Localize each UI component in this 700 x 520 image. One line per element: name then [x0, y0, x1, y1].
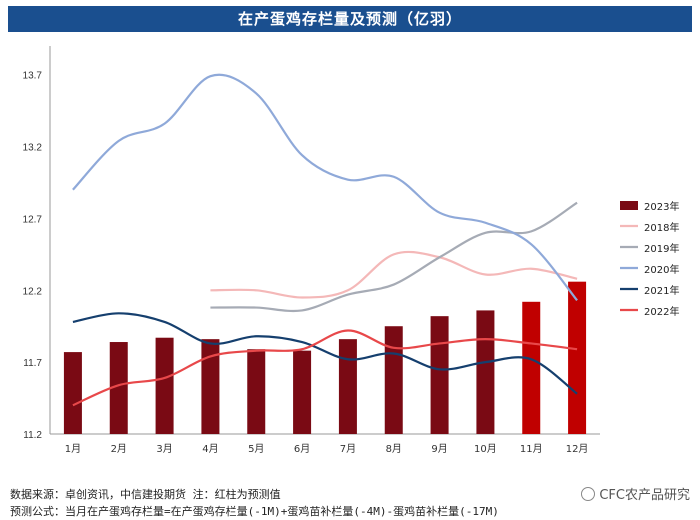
x-tick-label: 5月	[248, 443, 264, 455]
y-tick-label: 13.7	[23, 71, 43, 82]
bar-2023	[247, 349, 266, 434]
bar-2023	[338, 339, 357, 434]
legend-swatch-2023	[620, 201, 638, 210]
bar-series-2023	[63, 281, 587, 434]
legend: 2023年 2018年 2019年 2020年 2021年 2022年	[620, 200, 679, 318]
line-series	[72, 73, 578, 407]
bar-2023	[476, 310, 495, 434]
bar-2023	[109, 342, 128, 434]
bar-2023	[293, 350, 312, 434]
x-tick-label: 12月	[566, 443, 589, 455]
x-axis-labels: 1月 2月 3月 4月 5月 6月 7月 8月 9月 10月 11月 12月	[65, 443, 589, 455]
y-tick-label: 11.7	[23, 358, 42, 369]
x-tick-label: 7月	[340, 443, 356, 455]
series-line-2019年	[210, 201, 578, 313]
legend-label: 2022年	[644, 305, 679, 318]
series-line-2022年	[72, 329, 578, 407]
bar-2023	[522, 301, 541, 434]
formula-note: 预测公式：当月在产蛋鸡存栏量=在产蛋鸡存栏量(-1M)+蛋鸡苗补栏量(-4M)-…	[10, 505, 499, 518]
watermark-text: CFC农产品研究	[599, 488, 690, 503]
bar-2023	[63, 352, 82, 434]
legend-label: 2019年	[644, 242, 679, 255]
x-tick-label: 11月	[520, 443, 543, 455]
watermark: CFC农产品研究	[581, 484, 690, 503]
y-tick-label: 12.7	[23, 214, 43, 225]
series-line-2021年	[72, 312, 578, 395]
y-tick-label: 13.2	[23, 143, 43, 154]
x-tick-label: 9月	[431, 443, 447, 455]
bar-2023	[430, 316, 449, 434]
legend-label: 2023年	[644, 200, 679, 213]
bar-2023	[568, 281, 587, 434]
x-tick-label: 3月	[156, 443, 172, 455]
x-tick-label: 6月	[294, 443, 310, 455]
x-tick-label: 8月	[386, 443, 402, 455]
legend-label: 2018年	[644, 221, 679, 234]
y-tick-label: 11.2	[23, 430, 42, 441]
y-tick-label: 12.2	[23, 286, 43, 297]
x-tick-label: 1月	[65, 443, 81, 455]
bar-2023	[201, 339, 220, 434]
legend-label: 2020年	[644, 263, 679, 276]
x-tick-label: 10月	[474, 443, 497, 455]
x-tick-label: 4月	[202, 443, 218, 455]
series-line-2020年	[72, 73, 578, 302]
axes: 11.2 11.7 12.2 12.7 13.2 13.7	[23, 46, 600, 441]
series-line-2018年	[210, 250, 578, 299]
egg-hen-inventory-chart: 11.2 11.7 12.2 12.7 13.2 13.7 1月 2月 3月 4月 5月 6月 7月 8…	[23, 46, 679, 455]
wechat-icon	[581, 487, 596, 501]
bar-2023	[384, 326, 403, 434]
x-tick-label: 2月	[111, 443, 127, 455]
source-note: 数据来源：卓创资讯，中信建投期货 注：红柱为预测值	[10, 488, 281, 501]
chart-title: 在产蛋鸡存栏量及预测（亿羽）	[8, 6, 692, 32]
bar-2023	[155, 337, 174, 434]
legend-label: 2021年	[644, 284, 679, 297]
